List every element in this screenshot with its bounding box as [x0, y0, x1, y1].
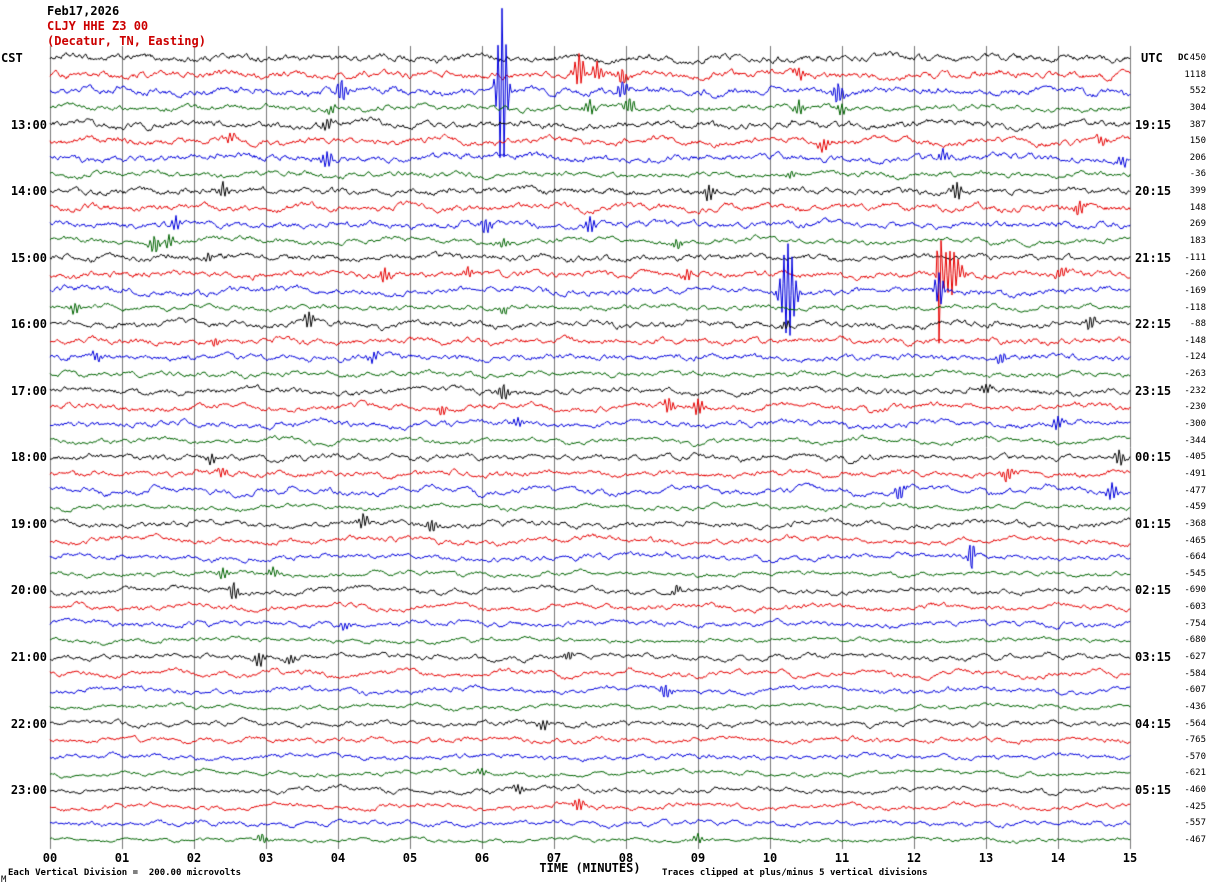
cst-hour-label: 19:00 — [10, 516, 47, 531]
dc-value: -260 — [1184, 269, 1206, 280]
minute-tick-label: 08 — [618, 851, 634, 865]
dc-value: 206 — [1189, 152, 1206, 163]
cst-hour-label: 13:00 — [10, 117, 47, 132]
dc-value: -263 — [1184, 369, 1206, 380]
minute-tick-label: 11 — [834, 851, 850, 865]
dc-value: -300 — [1184, 419, 1206, 430]
minute-tick-label: 01 — [114, 851, 130, 865]
utc-hour-label: 01:15 — [1135, 516, 1172, 531]
dc-value: -368 — [1184, 518, 1206, 529]
dc-value: -545 — [1184, 568, 1206, 579]
right-timezone-label: UTC — [1141, 51, 1163, 65]
dc-value: -124 — [1184, 352, 1206, 363]
dc-column-header: DC — [1178, 53, 1189, 63]
dc-value: -477 — [1184, 485, 1206, 496]
utc-hour-label: 03:15 — [1135, 649, 1172, 664]
dc-value: -664 — [1184, 552, 1206, 563]
dc-value: -765 — [1184, 735, 1206, 746]
minute-tick-label: 13 — [978, 851, 994, 865]
dc-value: -169 — [1184, 285, 1206, 296]
utc-hour-label: 23:15 — [1135, 383, 1172, 398]
dc-value: -111 — [1184, 252, 1206, 263]
dc-value: 150 — [1189, 136, 1206, 147]
dc-value: -584 — [1184, 668, 1206, 679]
dc-value: -459 — [1184, 502, 1206, 513]
dc-value: 552 — [1189, 86, 1206, 97]
dc-value: -344 — [1184, 435, 1206, 446]
utc-hour-label: 21:15 — [1135, 250, 1172, 265]
footer-clip-note: Traces clipped at plus/minus 5 vertical … — [662, 868, 928, 878]
date-label: Feb17,2026 — [47, 4, 120, 18]
dc-value: -36 — [1189, 169, 1206, 180]
dc-value: -148 — [1184, 335, 1206, 346]
utc-hour-label: 19:15 — [1135, 117, 1172, 132]
cst-hour-label: 16:00 — [10, 317, 47, 332]
cst-hour-label: 22:00 — [10, 716, 47, 731]
dc-value: 304 — [1189, 102, 1206, 113]
minute-tick-label: 07 — [546, 851, 562, 865]
dc-value: -467 — [1184, 835, 1206, 845]
dc-value: -465 — [1184, 535, 1206, 546]
minute-tick-label: 04 — [330, 851, 346, 865]
dc-value: -230 — [1184, 402, 1206, 413]
cst-hour-label: 20:00 — [10, 583, 47, 598]
dc-value: -118 — [1184, 302, 1206, 313]
dc-value: -425 — [1184, 801, 1206, 812]
minute-tick-label: 03 — [258, 851, 274, 865]
dc-value: 183 — [1189, 236, 1206, 247]
utc-hour-label: 20:15 — [1135, 184, 1172, 199]
cst-hour-label: 17:00 — [10, 383, 47, 398]
utc-hour-label: 02:15 — [1135, 583, 1172, 598]
utc-hour-label: 22:15 — [1135, 317, 1172, 332]
minute-tick-label: 00 — [42, 851, 58, 865]
dc-value: -557 — [1184, 818, 1206, 829]
minute-tick-label: 02 — [186, 851, 202, 865]
utc-hour-label: 00:15 — [1135, 450, 1172, 465]
minute-tick-label: 10 — [762, 851, 778, 865]
minute-tick-label: 09 — [690, 851, 706, 865]
cst-hour-label: 14:00 — [10, 184, 47, 199]
dc-value: -460 — [1184, 785, 1206, 796]
utc-hour-label: 04:15 — [1135, 716, 1172, 731]
dc-value: -491 — [1184, 468, 1206, 479]
dc-value: -232 — [1184, 385, 1206, 396]
x-axis-title: TIME (MINUTES) — [539, 861, 641, 875]
dc-value: -88 — [1189, 319, 1206, 330]
footer-scale-note: Each Vertical Division = 200.00 microvol… — [8, 868, 241, 878]
dc-value: -621 — [1184, 768, 1206, 779]
cst-hour-label: 23:00 — [10, 783, 47, 798]
dc-value: -603 — [1184, 602, 1206, 613]
dc-value: -405 — [1184, 452, 1206, 463]
cst-hour-label: 15:00 — [10, 250, 47, 265]
dc-value: 148 — [1189, 202, 1206, 213]
cst-hour-label: 18:00 — [10, 450, 47, 465]
location-label: (Decatur, TN, Easting) — [47, 34, 206, 48]
corner-mark: M — [1, 875, 7, 885]
dc-value: 387 — [1189, 119, 1206, 130]
dc-value: -436 — [1184, 701, 1206, 712]
dc-value: 399 — [1189, 186, 1206, 197]
dc-value: 269 — [1189, 219, 1206, 230]
cst-hour-label: 21:00 — [10, 649, 47, 664]
dc-value: -680 — [1184, 635, 1206, 646]
dc-value: -570 — [1184, 751, 1206, 762]
dc-value: -564 — [1184, 718, 1206, 729]
minute-tick-label: 12 — [906, 851, 922, 865]
utc-hour-label: 05:15 — [1135, 783, 1172, 798]
dc-value: -627 — [1184, 651, 1206, 662]
minute-tick-label: 06 — [474, 851, 490, 865]
dc-value: 1118 — [1184, 69, 1206, 80]
left-timezone-label: CST — [1, 51, 23, 65]
dc-value: -754 — [1184, 618, 1206, 629]
dc-value: 450 — [1189, 53, 1206, 63]
minute-tick-label: 14 — [1050, 851, 1066, 865]
minute-tick-label: 05 — [402, 851, 418, 865]
minute-tick-label: 15 — [1122, 851, 1138, 865]
dc-value: -607 — [1184, 685, 1206, 696]
dc-value: -690 — [1184, 585, 1206, 596]
station-label: CLJY HHE Z3 00 — [47, 19, 149, 33]
